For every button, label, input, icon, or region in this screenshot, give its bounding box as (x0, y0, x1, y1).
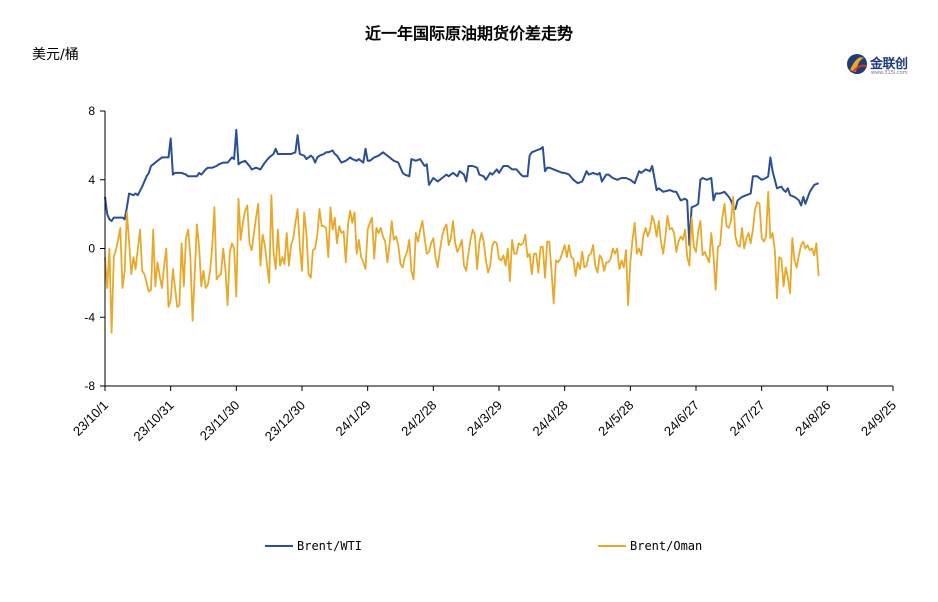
series-line-brent-oman (104, 190, 820, 334)
x-tick-label: 23/10/1 (70, 398, 111, 439)
x-tick-label: 23/11/30 (197, 398, 243, 444)
logo-mark-icon (847, 54, 867, 74)
x-tick-label: 24/5/28 (595, 398, 636, 439)
logo-url: www.315i.com (871, 70, 908, 76)
x-tick-label: 24/2/28 (398, 398, 439, 439)
x-tick-label: 24/3/29 (464, 398, 505, 439)
x-tick-label: 24/4/28 (530, 398, 571, 439)
x-tick-label: 24/6/27 (661, 398, 702, 439)
y-tick-label: -8 (84, 379, 95, 393)
series-line-brent-wti (104, 128, 819, 247)
x-tick-label: 24/8/26 (792, 398, 833, 439)
y-tick-label: 0 (88, 242, 95, 256)
y-tick-label: 8 (88, 104, 95, 118)
legend-label-brent-oman: Brent/Oman (630, 539, 702, 553)
x-tick-label: 24/7/27 (727, 398, 768, 439)
x-tick-label: 23/12/30 (262, 398, 308, 444)
chart-title: 近一年国际原油期货价差走势 (364, 24, 573, 43)
x-tick-label: 24/9/25 (858, 398, 899, 439)
x-tick-label: 24/1/29 (333, 398, 374, 439)
legend-label-brent-wti: Brent/WTI (297, 539, 362, 553)
y-tick-label: 4 (88, 173, 95, 187)
logo-name: 金联创 (870, 57, 908, 72)
x-tick-label: 23/10/31 (130, 398, 176, 444)
y-axis-unit-label: 美元/桶 (32, 47, 79, 63)
y-tick-label: -4 (84, 310, 95, 324)
brand-logo: 金联创 www.315i.com (846, 50, 916, 82)
